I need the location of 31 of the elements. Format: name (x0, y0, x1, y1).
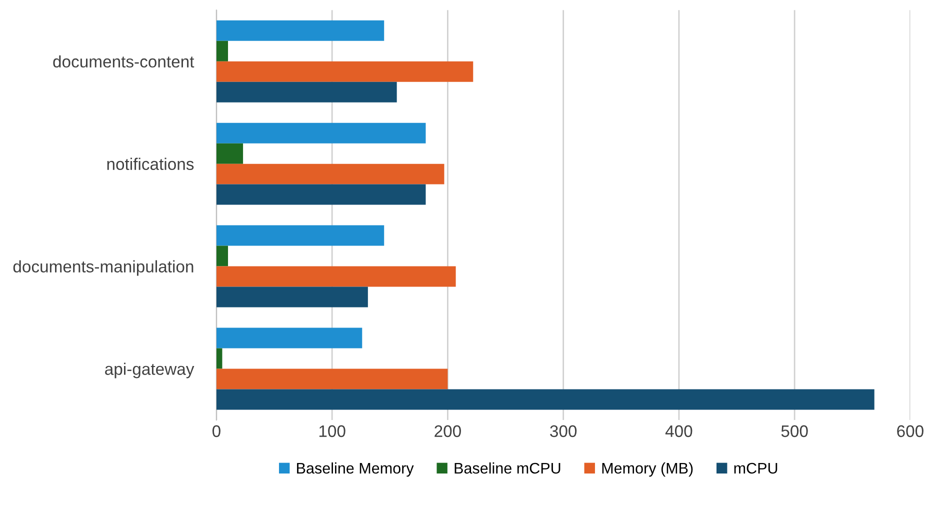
bar (216, 225, 384, 246)
legend-label: mCPU (734, 462, 778, 474)
x-tick-label: 300 (550, 425, 577, 438)
x-tick-label: 100 (319, 425, 346, 438)
x-tick-label: 0 (212, 425, 220, 438)
legend-label: Baseline Memory (297, 462, 414, 477)
x-tick-label: 500 (781, 425, 808, 438)
legend-label: Memory (MB) (602, 462, 693, 477)
bar (216, 40, 228, 62)
y-tick-label: notifications (107, 158, 194, 170)
bar (216, 122, 426, 144)
x-tick-label: 600 (897, 425, 924, 438)
bar (216, 20, 384, 41)
bar (216, 82, 397, 102)
bar (216, 143, 244, 164)
x-tick-label: 400 (665, 425, 692, 438)
y-tick-label: documents-manipulation (13, 260, 194, 276)
bar (216, 348, 222, 369)
bar (216, 184, 426, 205)
y-tick-label: api-gateway (105, 362, 194, 378)
bar (216, 246, 228, 266)
y-tick-label: documents-content (53, 55, 194, 68)
bar (216, 61, 474, 82)
bar (216, 286, 368, 308)
bar (216, 328, 362, 348)
bar (216, 266, 456, 287)
legend-label: Baseline mCPU (454, 462, 560, 474)
x-tick-label: 200 (434, 425, 461, 438)
bar (216, 389, 874, 410)
bar (216, 368, 448, 390)
bar (216, 164, 444, 184)
